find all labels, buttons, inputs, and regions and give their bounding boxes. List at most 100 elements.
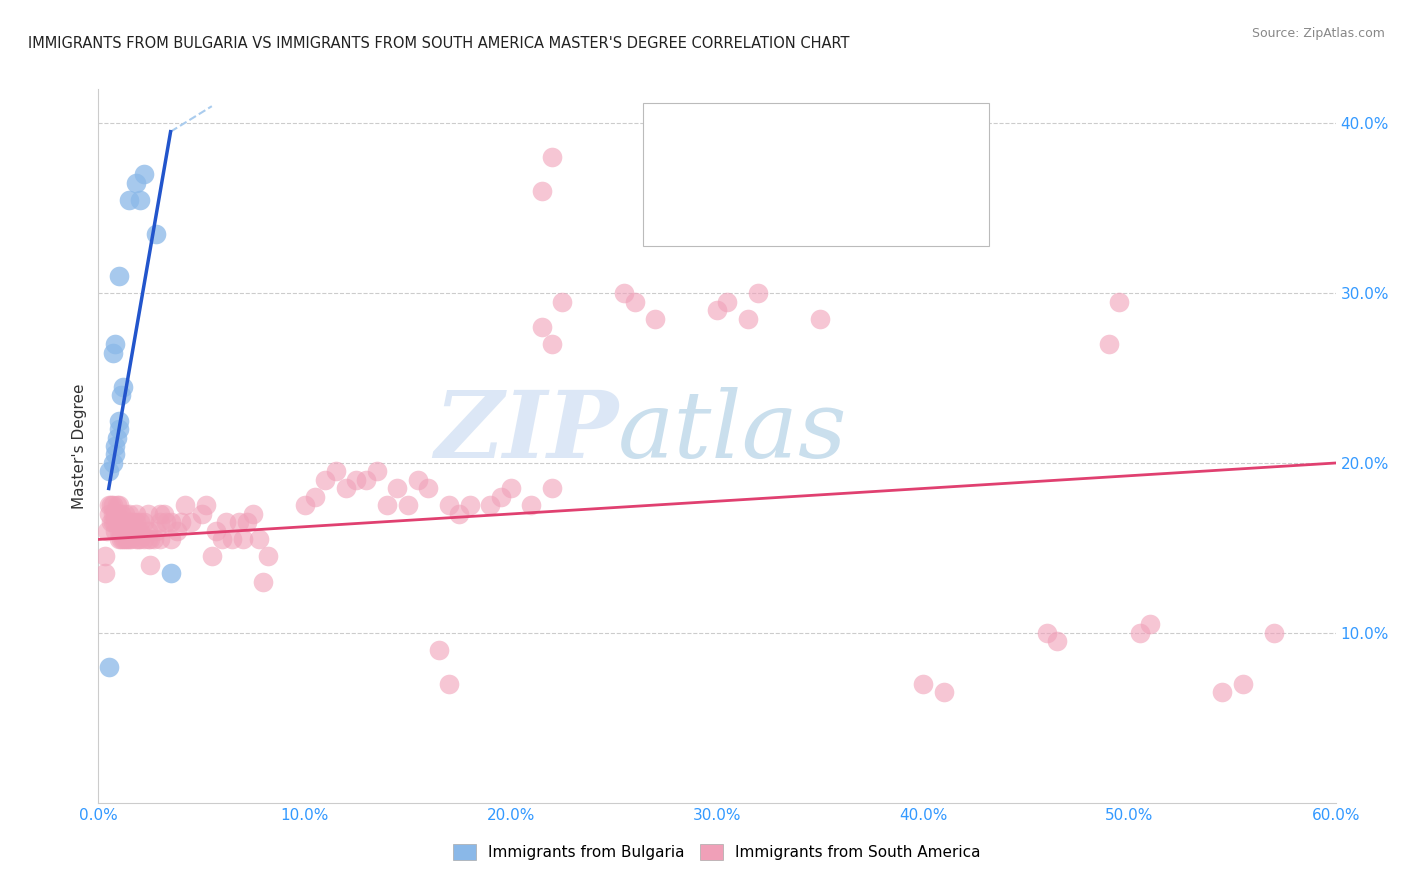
Point [1036, 626, 1059, 640]
Point [97, 660, 120, 674]
Point [180, 516, 202, 530]
Point [105, 499, 128, 513]
Point [97, 507, 120, 521]
Point [190, 507, 212, 521]
Point [120, 516, 142, 530]
Point [127, 533, 149, 547]
Point [105, 507, 128, 521]
Point [101, 516, 124, 530]
Point [118, 533, 141, 547]
Point [1139, 617, 1161, 632]
Point [396, 499, 419, 513]
Point [108, 269, 131, 284]
Point [912, 677, 935, 691]
Point [96, 524, 118, 538]
Point [124, 516, 146, 530]
Point [437, 677, 460, 691]
Point [242, 507, 264, 521]
Point [344, 473, 367, 487]
Point [1046, 634, 1069, 648]
Y-axis label: Master's Degree: Master's Degree [72, 384, 87, 508]
Point [174, 499, 197, 513]
Point [104, 439, 127, 453]
Point [117, 533, 139, 547]
Point [118, 524, 141, 538]
Point [104, 524, 127, 538]
Point [132, 167, 155, 181]
Point [108, 413, 131, 427]
Point [1108, 294, 1130, 309]
Point [128, 516, 150, 530]
Point [112, 379, 135, 393]
Point [530, 320, 553, 334]
Point [1232, 677, 1254, 691]
Point [294, 499, 316, 513]
Point [127, 524, 149, 538]
Point [97, 499, 120, 513]
Point [124, 507, 146, 521]
Point [104, 507, 127, 521]
Point [108, 422, 131, 436]
Point [139, 558, 162, 572]
Point [108, 524, 131, 538]
Point [623, 294, 645, 309]
Point [551, 294, 574, 309]
Text: Source: ZipAtlas.com: Source: ZipAtlas.com [1251, 27, 1385, 40]
Point [613, 286, 636, 301]
Point [252, 574, 274, 589]
Point [112, 533, 135, 547]
Point [117, 516, 139, 530]
Point [406, 473, 429, 487]
Point [644, 311, 666, 326]
Point [124, 176, 146, 190]
Point [1098, 337, 1121, 351]
Point [143, 533, 166, 547]
Point [215, 516, 238, 530]
Text: atlas: atlas [619, 387, 848, 476]
Point [108, 499, 131, 513]
Point [256, 549, 278, 564]
Point [110, 533, 132, 547]
Point [128, 533, 150, 547]
Point [101, 345, 124, 359]
Point [489, 490, 512, 504]
Point [159, 516, 181, 530]
Point [110, 507, 132, 521]
Point [97, 465, 120, 479]
Point [356, 473, 378, 487]
Point [541, 337, 564, 351]
Point [205, 524, 228, 538]
Point [201, 549, 224, 564]
Text: ZIP: ZIP [434, 387, 619, 476]
Point [166, 524, 188, 538]
Point [124, 533, 146, 547]
Point [101, 507, 124, 521]
Point [118, 507, 141, 521]
Point [122, 516, 145, 530]
Point [118, 516, 141, 530]
Point [479, 499, 502, 513]
Point [499, 482, 522, 496]
Point [236, 516, 259, 530]
Point [104, 337, 127, 351]
Point [132, 516, 155, 530]
Point [153, 507, 176, 521]
Point [194, 499, 217, 513]
Point [149, 507, 172, 521]
Point [114, 507, 136, 521]
Point [128, 193, 150, 207]
Point [136, 533, 159, 547]
Point [1211, 685, 1233, 699]
Point [706, 303, 728, 318]
Point [232, 533, 254, 547]
Point [110, 524, 132, 538]
Point [105, 516, 128, 530]
Point [112, 524, 135, 538]
Point [108, 516, 131, 530]
Point [139, 533, 162, 547]
Point [1263, 626, 1285, 640]
Point [427, 643, 450, 657]
Point [104, 448, 127, 462]
Point [118, 193, 141, 207]
Point [93, 566, 115, 581]
